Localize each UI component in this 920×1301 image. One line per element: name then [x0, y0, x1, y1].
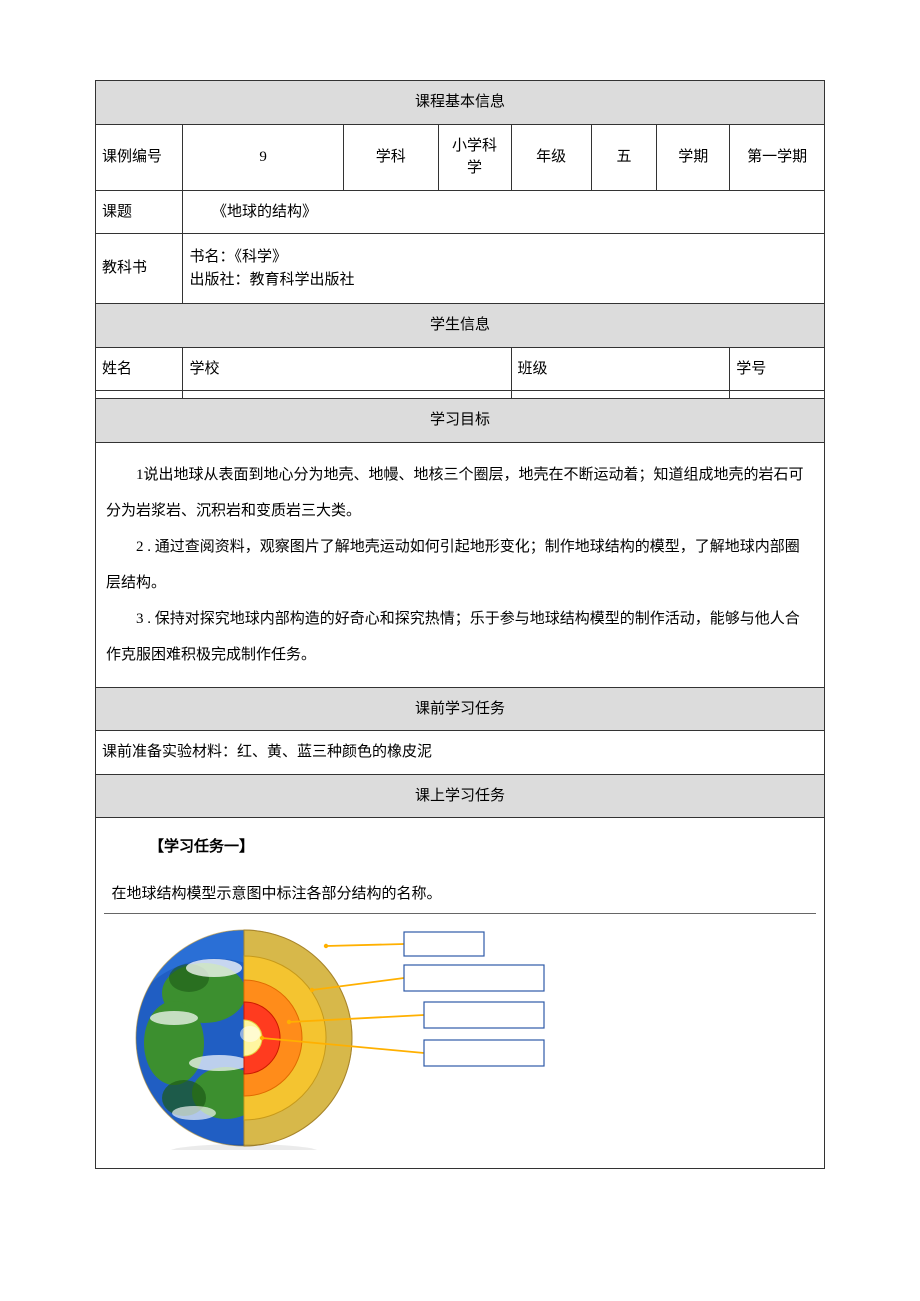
value-semester: 第一学期 [730, 124, 825, 190]
value-grade: 五 [591, 124, 657, 190]
objective-2: 2 . 通过查阅资料，观察图片了解地壳运动如何引起地形变化；制作地球结构的模型，… [106, 529, 814, 601]
pre-task-text: 课前准备实验材料：红、黄、蓝三种颜色的橡皮泥 [96, 731, 825, 775]
label-student-id: 学号 [730, 347, 825, 391]
label-semester: 学期 [657, 124, 730, 190]
lesson-table: 课程基本信息 课例编号 9 学科 小学科学 年级 五 学期 第一学期 课题 《地… [95, 80, 825, 1169]
student-value-row [96, 391, 825, 399]
label-grade: 年级 [511, 124, 591, 190]
label-class: 班级 [511, 347, 730, 391]
earth-diagram-wrap [104, 913, 816, 1150]
value-topic: 《地球的结构》 [183, 190, 825, 234]
input-school[interactable] [183, 391, 511, 399]
value-lesson-id: 9 [183, 124, 343, 190]
input-class[interactable] [511, 391, 730, 399]
label-lesson-id: 课例编号 [96, 124, 183, 190]
section-course-info: 课程基本信息 [96, 81, 825, 125]
label-subject: 学科 [343, 124, 438, 190]
objectives-cell: 1说出地球从表面到地心分为地壳、地幔、地核三个圈层，地壳在不断运动着；知道组成地… [96, 442, 825, 687]
task-1-desc: 在地球结构模型示意图中标注各部分结构的名称。 [104, 883, 816, 906]
label-topic: 课题 [96, 190, 183, 234]
info-row-topic: 课题 《地球的结构》 [96, 190, 825, 234]
earth-structure-diagram [104, 920, 604, 1150]
task-1-cell: 【学习任务一】 在地球结构模型示意图中标注各部分结构的名称。 [96, 818, 825, 1169]
section-pre-task: 课前学习任务 [96, 687, 825, 731]
value-textbook: 书名：《科学》 出版社：教育科学出版社 [183, 234, 825, 304]
textbook-publisher: 出版社：教育科学出版社 [189, 269, 818, 292]
value-subject: 小学科学 [438, 124, 511, 190]
section-class-task: 课上学习任务 [96, 774, 825, 818]
textbook-name: 书名：《科学》 [189, 246, 818, 269]
objective-1: 1说出地球从表面到地心分为地壳、地幔、地核三个圈层，地壳在不断运动着；知道组成地… [106, 457, 814, 529]
label-textbook: 教科书 [96, 234, 183, 304]
label-student-name: 姓名 [96, 347, 183, 391]
info-row-1: 课例编号 9 学科 小学科学 年级 五 学期 第一学期 [96, 124, 825, 190]
objective-3: 3 . 保持对探究地球内部构造的好奇心和探究热情；乐于参与地球结构模型的制作活动… [106, 601, 814, 673]
input-student-name[interactable] [96, 391, 183, 399]
input-student-id[interactable] [730, 391, 825, 399]
info-row-textbook: 教科书 书名：《科学》 出版社：教育科学出版社 [96, 234, 825, 304]
section-student-info: 学生信息 [96, 304, 825, 348]
student-header-row: 姓名 学校 班级 学号 [96, 347, 825, 391]
label-school: 学校 [183, 347, 511, 391]
task-1-title: 【学习任务一】 [104, 836, 816, 859]
section-objectives: 学习目标 [96, 399, 825, 443]
